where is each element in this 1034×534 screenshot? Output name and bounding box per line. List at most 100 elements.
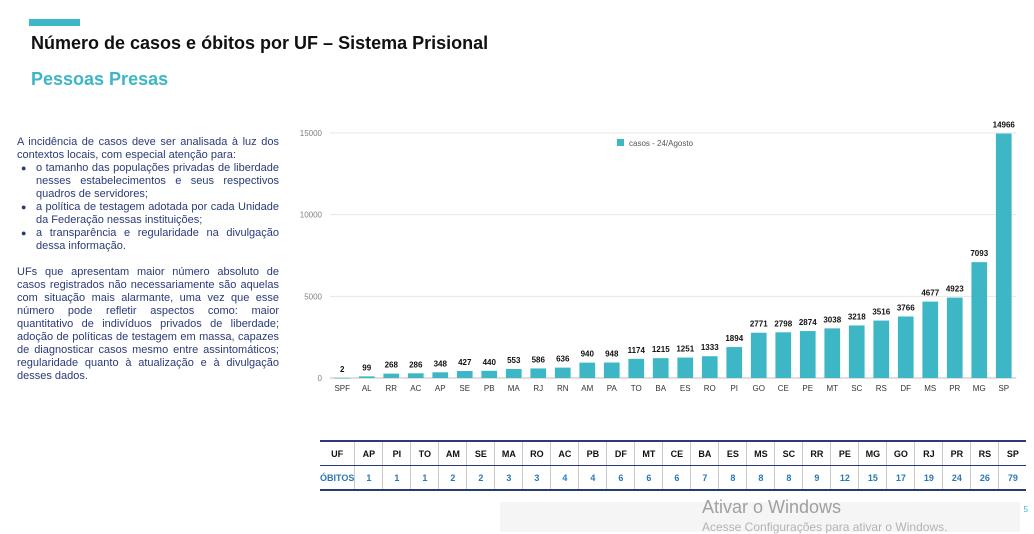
obitos-cell: 79	[998, 465, 1027, 491]
uf-cell: SE	[466, 440, 495, 466]
uf-cell: PR	[942, 440, 971, 466]
data-label: 1894	[725, 334, 743, 343]
data-label: 3766	[897, 303, 915, 312]
data-label: 1215	[652, 345, 670, 354]
x-tick-label: GO	[753, 384, 765, 393]
obitos-row: ÓBITOS 1 1 1 2 2 3 3 4 4 6 6 6 7 8 8 8 9 12 15 17 19 24 26 79	[320, 465, 1027, 491]
bullet-item: o tamanho das populações privadas de lib…	[21, 162, 279, 201]
bar	[726, 347, 743, 378]
obitos-cell: 12	[830, 465, 859, 491]
data-label: 1333	[701, 343, 719, 352]
x-tick-label: PE	[802, 384, 813, 393]
uf-cell: RR	[802, 440, 831, 466]
obitos-cell: 17	[886, 465, 915, 491]
intro-paragraph: A incidência de casos deve ser analisada…	[17, 136, 279, 161]
x-tick-label: SPF	[334, 384, 350, 393]
uf-cell: PB	[578, 440, 607, 466]
uf-cell: RJ	[914, 440, 943, 466]
x-tick-label: PI	[730, 384, 738, 393]
obitos-cell: 6	[634, 465, 663, 491]
obitos-cell: 8	[746, 465, 775, 491]
uf-cell: MT	[634, 440, 663, 466]
bullet-list: o tamanho das populações privadas de lib…	[17, 162, 279, 253]
data-label: 1174	[628, 346, 646, 355]
obitos-cell: 3	[522, 465, 551, 491]
x-tick-label: AM	[581, 384, 593, 393]
obitos-cell: 9	[802, 465, 831, 491]
uf-header: UF	[320, 440, 355, 466]
bar	[677, 357, 694, 378]
data-label: 268	[385, 361, 399, 370]
x-tick-label: PB	[484, 384, 495, 393]
legend-label: casos - 24/Agosto	[629, 139, 694, 148]
obitos-cell: 19	[914, 465, 943, 491]
bar	[775, 332, 792, 378]
bar	[505, 368, 522, 378]
y-tick-label: 5000	[304, 292, 322, 301]
uf-cell: SP	[998, 440, 1027, 466]
obitos-cell: 6	[606, 465, 635, 491]
obitos-cell: 8	[718, 465, 747, 491]
uf-cell: RS	[970, 440, 999, 466]
x-tick-label: SE	[459, 384, 470, 393]
deaths-table: UF AP PI TO AM SE MA RO AC PB DF MT CE BA ES MS SC RR PE M…	[320, 440, 1027, 491]
data-label: 636	[556, 355, 570, 364]
bar	[897, 316, 914, 378]
activate-windows-subtitle: Acesse Configurações para ativar o Windo…	[702, 520, 948, 534]
x-tick-label: RS	[876, 384, 887, 393]
data-label: 3516	[872, 308, 890, 317]
x-tick-label: MS	[924, 384, 936, 393]
obitos-cell: 1	[410, 465, 439, 491]
bar	[530, 368, 547, 378]
x-tick-label: DF	[900, 384, 911, 393]
bullet-item: a política de testagem adotada por cada …	[21, 201, 279, 227]
data-label: 3038	[823, 315, 841, 324]
uf-cell: ES	[718, 440, 747, 466]
data-label: 440	[483, 358, 497, 367]
x-tick-label: AP	[435, 384, 446, 393]
uf-cell: MS	[746, 440, 775, 466]
obitos-cell: 1	[382, 465, 411, 491]
data-label: 948	[605, 350, 619, 359]
y-tick-label: 15000	[300, 129, 323, 138]
uf-cell: GO	[886, 440, 915, 466]
x-tick-label: MG	[973, 384, 986, 393]
data-label: 427	[458, 358, 472, 367]
data-label: 7093	[970, 249, 988, 258]
uf-cell: AC	[550, 440, 579, 466]
bar	[652, 358, 669, 378]
obitos-cell: 8	[774, 465, 803, 491]
data-label: 586	[532, 355, 546, 364]
obitos-cell: 4	[578, 465, 607, 491]
uf-cell: AP	[354, 440, 383, 466]
legend-swatch	[617, 139, 624, 146]
bar	[383, 373, 400, 378]
page-number: 5	[1023, 505, 1028, 514]
bar	[750, 332, 767, 378]
bar	[848, 325, 865, 378]
x-tick-label: RO	[704, 384, 716, 393]
bar	[456, 371, 473, 378]
uf-cell: DF	[606, 440, 635, 466]
activation-overlay-box	[500, 502, 1020, 532]
uf-cell: MA	[494, 440, 523, 466]
data-label: 2798	[774, 319, 792, 328]
bar	[946, 297, 963, 378]
bar	[334, 377, 351, 379]
bar	[873, 320, 890, 378]
data-label: 4923	[946, 285, 964, 294]
bar	[358, 376, 375, 378]
obitos-cell: 4	[550, 465, 579, 491]
bar	[799, 331, 816, 378]
x-tick-label: BA	[655, 384, 666, 393]
second-paragraph: UFs que apresentam maior número absoluto…	[17, 266, 279, 382]
obitos-cell: 7	[690, 465, 719, 491]
uf-cell: SC	[774, 440, 803, 466]
data-label: 99	[362, 363, 371, 372]
x-tick-label: MA	[508, 384, 521, 393]
uf-cell: AM	[438, 440, 467, 466]
x-tick-label: RN	[557, 384, 569, 393]
obitos-cell: 6	[662, 465, 691, 491]
uf-cell: TO	[410, 440, 439, 466]
uf-cell: BA	[690, 440, 719, 466]
